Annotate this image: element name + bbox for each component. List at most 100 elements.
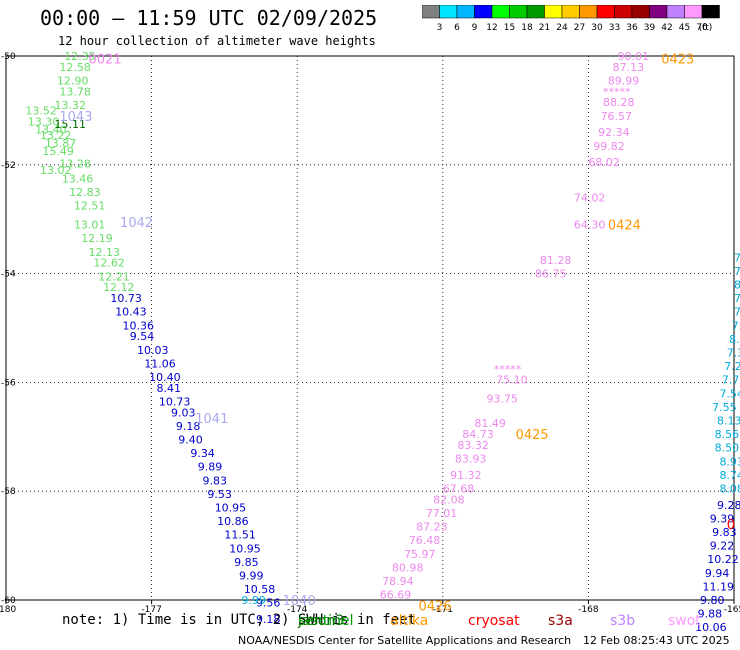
- wave-height-value: 8.: [734, 278, 740, 291]
- satellite-label: altika: [390, 613, 429, 629]
- wave-height-value: 10.86: [217, 515, 249, 528]
- wave-height-value: 91.32: [450, 469, 482, 482]
- scale-label: 9: [472, 23, 478, 33]
- wave-height-value: 81.49: [474, 417, 506, 430]
- y-tick-label: -50: [1, 52, 16, 62]
- wave-height-value: 7: [734, 265, 740, 278]
- wave-height-value: 15.11: [55, 118, 87, 131]
- color-scale-legend: 3 6 9 12 15 18 21 24 27 30 33 36 39 42 45 70(ft): [422, 5, 720, 33]
- wave-height-value: 10.95: [229, 542, 261, 555]
- scale-label: 30: [591, 23, 603, 33]
- scale-swatch: [701, 5, 720, 19]
- wave-height-value: 10.06: [695, 621, 727, 634]
- wave-height-value: 90.01: [618, 50, 650, 63]
- wave-height-value: 9.18: [256, 613, 280, 626]
- wave-height-value: 66.69: [380, 589, 412, 602]
- scale-label: 21: [539, 23, 550, 33]
- wave-height-value: 8.93: [719, 455, 740, 468]
- satellite-label: cryosat: [468, 613, 520, 629]
- scale-label: 15: [504, 23, 515, 33]
- wave-height-value: 9.89: [198, 461, 223, 474]
- wave-height-value: 9.56: [256, 597, 280, 610]
- pass-time-label: 1040: [283, 594, 316, 609]
- wave-height-value: 12.90: [57, 74, 89, 87]
- wave-height-value: 8.74: [719, 469, 740, 482]
- wave-height-value: 87.13: [613, 61, 645, 74]
- wave-height-value: 80.98: [392, 561, 424, 574]
- x-tick-label: -168: [578, 605, 599, 615]
- wave-height-value: 9.53: [207, 488, 232, 501]
- wave-height-value: 13.02: [40, 164, 71, 177]
- wave-height-value: 10.36: [122, 319, 154, 332]
- pass-time-label: 0424: [608, 219, 641, 234]
- wave-height-value: 9.88: [698, 608, 723, 621]
- pass-time-label: 0425: [516, 428, 549, 443]
- pass-time-label: 0021: [89, 53, 122, 68]
- wave-height-value: 87.23: [416, 521, 448, 534]
- wave-height-value: 7.2: [724, 360, 740, 373]
- wave-height-value: 13.28: [59, 158, 91, 171]
- pass-time-label: 1041: [195, 412, 228, 427]
- wave-height-value: 68.02: [588, 156, 620, 169]
- wave-height-value: 9.83: [203, 474, 228, 487]
- x-tick-label: -180: [0, 605, 16, 615]
- wave-height-value: 12.13: [89, 246, 121, 259]
- wave-height-value: 10.43: [115, 306, 147, 319]
- wave-height-value: 9.03: [171, 406, 196, 419]
- wave-height-value: 10.58: [244, 583, 276, 596]
- wave-height-value: 10.22: [707, 553, 739, 566]
- satellite-label: swot: [668, 613, 701, 629]
- scale-unit-label: (ft): [699, 23, 713, 33]
- wave-height-value: 9.28: [717, 499, 740, 512]
- wave-height-value: 8.08: [719, 482, 740, 495]
- wave-height-value: 10.73: [159, 395, 191, 408]
- scale-label: 36: [626, 23, 638, 33]
- wave-height-value: 9.99: [239, 570, 264, 583]
- wave-height-value: 10.40: [149, 371, 181, 384]
- scale-label: 70: [696, 23, 708, 33]
- wave-height-value: 12.35: [64, 50, 96, 63]
- wave-height-value: 7.: [734, 292, 740, 305]
- scale-label: 42: [661, 23, 672, 33]
- scale-label: 33: [609, 23, 620, 33]
- wave-height-value: 7.55: [712, 401, 737, 414]
- plot-frame: [5, 55, 735, 601]
- pass-time-label: 0: [727, 518, 735, 533]
- wave-height-value: 8.50: [715, 442, 740, 455]
- wave-height-value: 15.49: [42, 145, 74, 158]
- wave-height-value: 7.73: [722, 374, 740, 387]
- satellite-label: s3a: [548, 613, 573, 629]
- wave-height-value: 64.30: [574, 219, 606, 232]
- wave-height-value: 9.22: [710, 540, 735, 553]
- wave-height-value: *****: [494, 363, 522, 376]
- wave-height-value: 8.56: [715, 428, 740, 441]
- wave-height-value: 9.83: [712, 526, 737, 539]
- wave-height-value: 8.41: [156, 382, 181, 395]
- wave-height-value: 93.75: [486, 393, 517, 406]
- wave-height-value: 12.51: [74, 200, 106, 213]
- pass-time-label: 0423: [661, 53, 694, 68]
- pass-time-label: 1042: [120, 216, 153, 231]
- wave-height-value: 9.80: [700, 594, 725, 607]
- wave-height-value: 74.02: [574, 191, 606, 204]
- y-tick-label: -54: [1, 270, 16, 280]
- scale-label: 6: [454, 23, 460, 33]
- wave-height-value: 9.34: [190, 447, 215, 460]
- x-tick-label: -177: [141, 605, 161, 615]
- wave-height-value: *****: [603, 85, 631, 98]
- wave-height-value: 8.13: [717, 414, 740, 427]
- wave-height-value: 10.95: [215, 502, 247, 515]
- scale-label: 27: [574, 23, 585, 33]
- footer-note: note: 1) Time is in UTC; 2) SWH is in fe…: [62, 612, 417, 628]
- wave-height-value: 12.62: [93, 257, 125, 270]
- x-tick-label: -174: [287, 605, 308, 615]
- wave-height-value: 88.28: [603, 96, 635, 109]
- x-tick-label: -165: [724, 605, 740, 615]
- wave-height-value: 83.93: [455, 453, 487, 466]
- wave-height-value: 76.57: [601, 110, 633, 123]
- wave-height-value: 8.5: [729, 333, 740, 346]
- wave-height-value: 76.48: [409, 534, 441, 547]
- scale-label: 3: [437, 23, 443, 33]
- wave-height-value: 13.30: [28, 115, 60, 128]
